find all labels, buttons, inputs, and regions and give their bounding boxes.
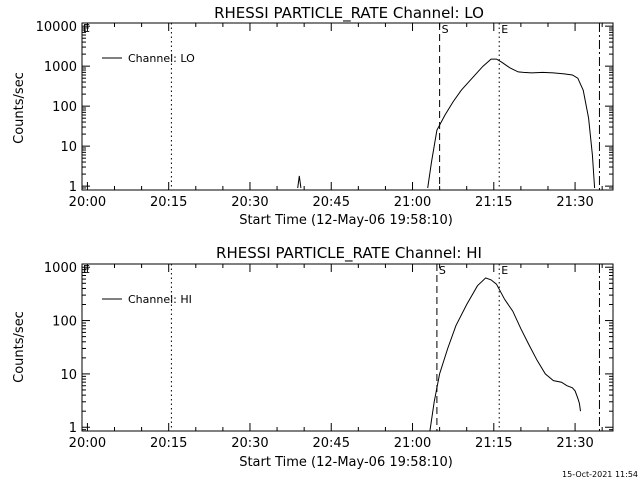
- hi-x-tick-label: 21:00: [394, 436, 431, 451]
- lo-corner-label: E: [83, 22, 90, 35]
- hi-x-tick-label: 20:30: [231, 436, 268, 451]
- hi-y-tick-label: 100: [52, 315, 77, 330]
- hi-plot-frame: [81, 263, 614, 432]
- hi-x-tick-label: 21:30: [556, 436, 593, 451]
- hi-corner-label: E: [83, 263, 90, 276]
- hi-x-tick-label: 20:00: [69, 436, 106, 451]
- lo-marker-label: E: [501, 23, 508, 36]
- hi-legend-label: Channel: HI: [128, 293, 192, 306]
- lo-y-tick-label: 10000: [36, 20, 77, 35]
- lo-plot-frame: [81, 22, 614, 191]
- hi-plot-area: 20:00 20:15 20:30 20:45 21:00 21:15 21:30 1 10 10…: [44, 261, 614, 451]
- hi-x-tick-label: 21:15: [475, 436, 512, 451]
- lo-y-tick-label: 10: [60, 140, 77, 155]
- footer-timestamp: 15-Oct-2021 11:54: [562, 470, 638, 479]
- hi-y-tick-label: 1: [69, 421, 77, 436]
- hi-y-axis-label: Counts/sec: [12, 311, 27, 383]
- hi-y-tick-label: 10: [60, 368, 77, 383]
- hi-x-tick-label: 20:45: [313, 436, 350, 451]
- hi-x-tick-label: 20:15: [150, 436, 187, 451]
- lo-x-tick-label: 21:00: [394, 195, 431, 210]
- lo-x-tick-label: 20:15: [150, 195, 187, 210]
- lo-x-tick-label: 21:15: [475, 195, 512, 210]
- hi-x-axis-label: Start Time (12-May-06 19:58:10): [239, 455, 453, 470]
- lo-x-tick-label: 20:30: [231, 195, 268, 210]
- lo-channel-panel: RHESSI PARTICLE_RATE Channel: LO Counts/…: [12, 4, 614, 228]
- hi-marker-label: E: [501, 264, 508, 277]
- lo-legend-label: Channel: LO: [128, 52, 195, 65]
- lo-x-axis-label: Start Time (12-May-06 19:58:10): [239, 213, 453, 228]
- lo-series-line: [427, 58, 596, 189]
- lo-y-axis-label: Counts/sec: [12, 72, 27, 144]
- hi-chart-title: RHESSI PARTICLE_RATE Channel: HI: [216, 244, 482, 263]
- lo-y-tick-label: 100: [52, 100, 77, 115]
- lo-series-line: [297, 175, 302, 189]
- lo-x-tick-label: 20:00: [69, 195, 106, 210]
- hi-marker-label: S: [439, 264, 446, 277]
- lo-y-tick-label: 1000: [44, 60, 77, 75]
- lo-chart-title: RHESSI PARTICLE_RATE Channel: LO: [214, 4, 484, 23]
- lo-marker-label: S: [442, 23, 449, 36]
- lo-x-tick-label: 20:45: [313, 195, 350, 210]
- lo-plot-area: 20:00 20:15 20:30 20:45 21:00 21:15 21:30 1 10 10…: [36, 20, 614, 210]
- hi-series-line: [429, 277, 581, 432]
- lo-x-tick-label: 21:30: [556, 195, 593, 210]
- lo-y-tick-label: 1: [69, 180, 77, 195]
- hi-y-tick-label: 1000: [44, 261, 77, 276]
- hi-channel-panel: RHESSI PARTICLE_RATE Channel: HI Counts/…: [12, 244, 614, 470]
